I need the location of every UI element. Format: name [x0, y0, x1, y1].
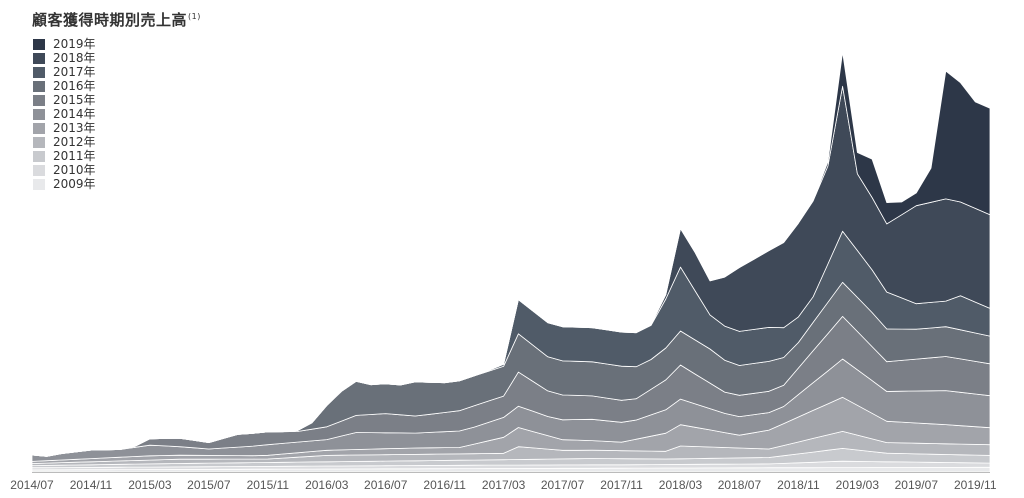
- legend-label: 2010年: [53, 163, 96, 177]
- legend-item-2012: 2012年: [33, 135, 96, 149]
- chart-title: 顧客獲得時期別売上高(1): [32, 9, 201, 30]
- legend-item-2009: 2009年: [33, 177, 96, 191]
- x-tick-label: 2018/11: [777, 478, 820, 492]
- chart-title-note: (1): [188, 12, 201, 21]
- legend-label: 2016年: [53, 79, 96, 93]
- legend-label: 2019年: [53, 37, 96, 51]
- x-tick-label: 2015/11: [247, 478, 290, 492]
- x-tick-label: 2019/11: [954, 478, 997, 492]
- x-tick-label: 2018/03: [659, 478, 703, 492]
- legend-item-2017: 2017年: [33, 65, 96, 79]
- legend-label: 2012年: [53, 135, 96, 149]
- legend-item-2016: 2016年: [33, 79, 96, 93]
- chart-legend: 2019年 2018年 2017年 2016年 2015年 2014年 2013年 2012年…: [33, 37, 96, 191]
- x-tick-label: 2017/03: [482, 478, 526, 492]
- legend-swatch: [33, 178, 45, 190]
- area-layers: [31, 51, 991, 473]
- legend-swatch: [33, 52, 45, 64]
- x-tick-label: 2018/07: [718, 478, 762, 492]
- x-tick-label: 2014/07: [10, 478, 54, 492]
- x-tick-label: 2019/07: [895, 478, 939, 492]
- legend-label: 2013年: [53, 121, 96, 135]
- legend-item-2018: 2018年: [33, 51, 96, 65]
- legend-item-2014: 2014年: [33, 107, 96, 121]
- x-tick-label: 2016/03: [305, 478, 349, 492]
- legend-item-2019: 2019年: [33, 37, 96, 51]
- area-series-2019: [31, 51, 991, 457]
- legend-swatch: [33, 66, 45, 78]
- legend-label: 2014年: [53, 107, 96, 121]
- legend-swatch: [33, 122, 45, 134]
- legend-label: 2018年: [53, 51, 96, 65]
- legend-swatch: [33, 150, 45, 162]
- legend-swatch: [33, 164, 45, 176]
- x-tick-label: 2017/07: [541, 478, 585, 492]
- x-tick-label: 2015/07: [187, 478, 231, 492]
- legend-label: 2017年: [53, 65, 96, 79]
- legend-label: 2011年: [53, 149, 96, 163]
- legend-label: 2015年: [53, 93, 96, 107]
- legend-item-2013: 2013年: [33, 121, 96, 135]
- legend-swatch: [33, 38, 45, 50]
- legend-item-2011: 2011年: [33, 149, 96, 163]
- x-tick-label: 2019/03: [836, 478, 880, 492]
- legend-swatch: [33, 136, 45, 148]
- x-tick-label: 2014/11: [70, 478, 113, 492]
- legend-item-2015: 2015年: [33, 93, 96, 107]
- x-tick-label: 2016/11: [423, 478, 466, 492]
- x-tick-label: 2015/03: [128, 478, 172, 492]
- legend-item-2010: 2010年: [33, 163, 96, 177]
- legend-swatch: [33, 108, 45, 120]
- legend-label: 2009年: [53, 177, 96, 191]
- legend-swatch: [33, 80, 45, 92]
- chart-title-text: 顧客獲得時期別売上高: [32, 11, 188, 29]
- x-axis-ticks: 2014/07 2014/11 2015/03 2015/07 2015/11 2016/…: [10, 478, 997, 492]
- x-tick-label: 2017/11: [600, 478, 643, 492]
- x-tick-label: 2016/07: [364, 478, 408, 492]
- legend-swatch: [33, 94, 45, 106]
